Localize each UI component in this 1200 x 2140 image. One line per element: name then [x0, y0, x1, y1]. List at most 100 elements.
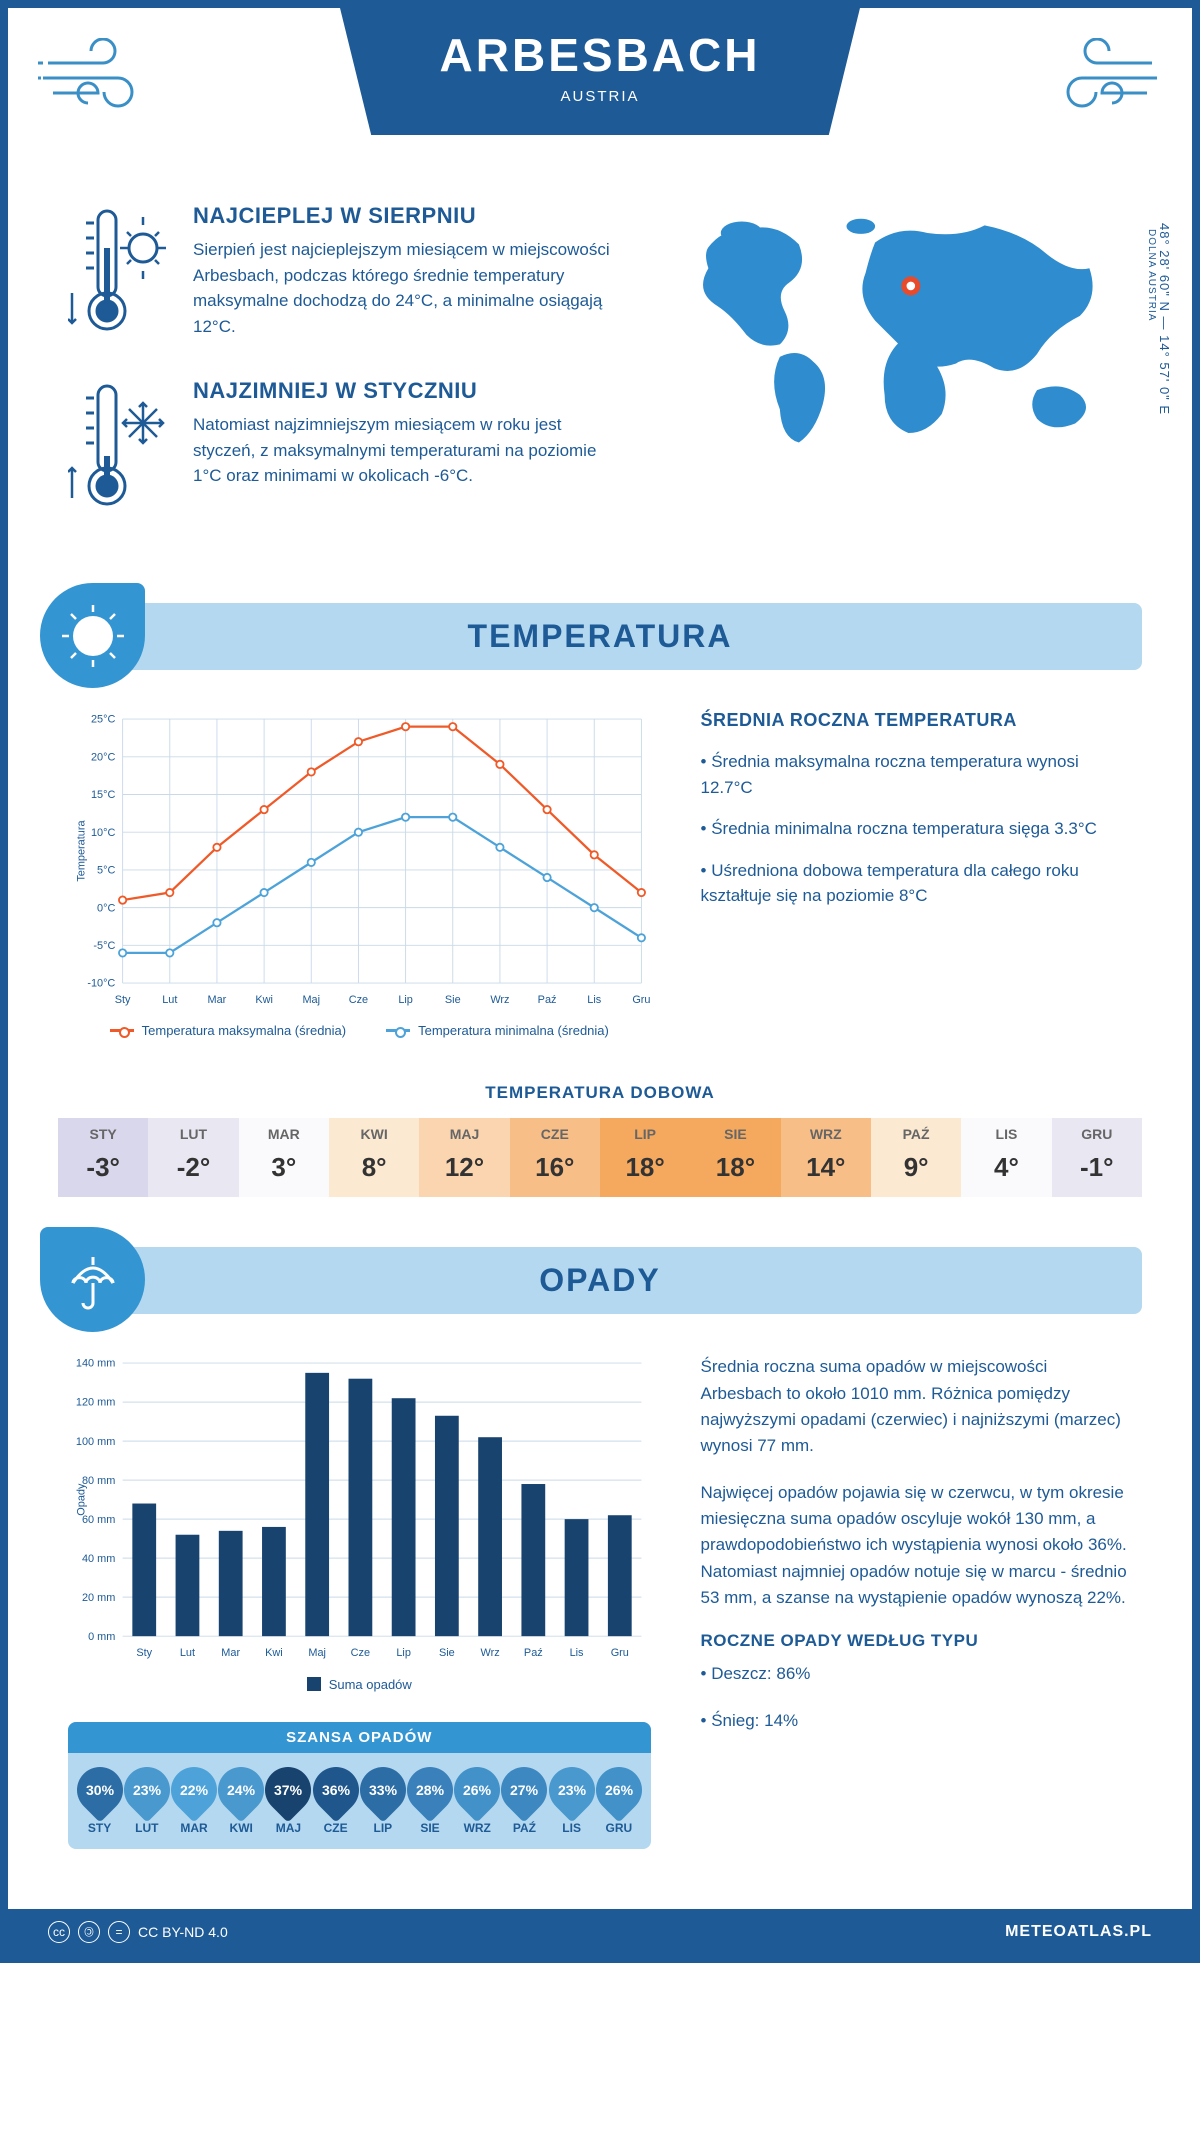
svg-text:Gru: Gru: [611, 1648, 629, 1660]
svg-text:Kwi: Kwi: [255, 994, 273, 1006]
chance-drop: 36%CZE: [312, 1767, 359, 1835]
svg-text:Lut: Lut: [180, 1648, 195, 1660]
daily-temp-cell: WRZ14°: [781, 1118, 871, 1197]
svg-text:20 mm: 20 mm: [82, 1592, 115, 1604]
by-icon: 🄯: [78, 1921, 100, 1943]
svg-text:Lis: Lis: [587, 994, 601, 1006]
precipitation-section-header: OPADY: [58, 1247, 1142, 1314]
chance-drop: 26%WRZ: [454, 1767, 501, 1835]
chance-drop: 28%SIE: [406, 1767, 453, 1835]
daily-temp-title: TEMPERATURA DOBOWA: [8, 1083, 1192, 1103]
world-map: [656, 203, 1132, 463]
svg-text:5°C: 5°C: [97, 865, 115, 877]
svg-text:Wrz: Wrz: [490, 994, 509, 1006]
svg-text:Lis: Lis: [570, 1648, 584, 1660]
sun-icon: [40, 583, 145, 688]
daily-temp-row: STY-3°LUT-2°MAR3°KWI8°MAJ12°CZE16°LIP18°…: [58, 1118, 1142, 1197]
svg-text:Gru: Gru: [632, 994, 650, 1006]
precipitation-bar-chart: 0 mm20 mm40 mm60 mm80 mm100 mm120 mm140 …: [68, 1354, 651, 1691]
svg-text:0 mm: 0 mm: [88, 1631, 115, 1643]
daily-temp-cell: MAJ12°: [419, 1118, 509, 1197]
umbrella-icon: [40, 1227, 145, 1332]
svg-text:15°C: 15°C: [91, 789, 115, 801]
wind-icon: [1042, 38, 1162, 118]
svg-text:140 mm: 140 mm: [76, 1358, 115, 1370]
svg-text:Lut: Lut: [162, 994, 177, 1006]
svg-text:Sty: Sty: [115, 994, 131, 1006]
city-name: ARBESBACH: [340, 28, 860, 82]
svg-text:Mar: Mar: [221, 1648, 240, 1660]
svg-text:Lip: Lip: [398, 994, 413, 1006]
chance-drop: 23%LUT: [123, 1767, 170, 1835]
daily-temp-cell: CZE16°: [510, 1118, 600, 1197]
daily-temp-cell: LIP18°: [600, 1118, 690, 1197]
daily-temp-cell: KWI8°: [329, 1118, 419, 1197]
daily-temp-cell: SIE18°: [690, 1118, 780, 1197]
temperature-line-chart: -10°C-5°C0°C5°C10°C15°C20°C25°CStyLutMar…: [68, 710, 651, 1038]
svg-text:100 mm: 100 mm: [76, 1436, 115, 1448]
thermometer-hot-icon: [68, 203, 168, 343]
chance-drop: 26%GRU: [595, 1767, 642, 1835]
coordinates: 48° 28' 60" N — 14° 57' 0" E DOLNA AUSTR…: [1146, 223, 1172, 415]
svg-text:Sty: Sty: [136, 1648, 152, 1660]
coldest-text: Natomiast najzimniejszym miesiącem w rok…: [193, 412, 616, 489]
svg-text:Maj: Maj: [302, 994, 320, 1006]
cc-icon: cc: [48, 1921, 70, 1943]
daily-temp-cell: STY-3°: [58, 1118, 148, 1197]
svg-text:Cze: Cze: [351, 1648, 370, 1660]
daily-temp-cell: LIS4°: [961, 1118, 1051, 1197]
annual-temp-title: ŚREDNIA ROCZNA TEMPERATURA: [701, 710, 1132, 731]
wind-icon: [38, 38, 158, 118]
brand-name: METEOATLAS.PL: [1005, 1923, 1152, 1941]
coldest-fact: NAJZIMNIEJ W STYCZNIU Natomiast najzimni…: [68, 378, 616, 518]
chance-drop: 37%MAJ: [265, 1767, 312, 1835]
svg-text:120 mm: 120 mm: [76, 1397, 115, 1409]
svg-text:Maj: Maj: [308, 1648, 326, 1660]
thermometer-cold-icon: [68, 378, 168, 518]
title-banner: ARBESBACH AUSTRIA: [340, 8, 860, 135]
nd-icon: =: [108, 1921, 130, 1943]
license: cc 🄯 = CC BY-ND 4.0: [48, 1921, 228, 1943]
daily-temp-cell: PAŹ9°: [871, 1118, 961, 1197]
chance-drop: 22%MAR: [170, 1767, 217, 1835]
precipitation-summary: Średnia roczna suma opadów w miejscowośc…: [701, 1354, 1132, 1848]
svg-text:Kwi: Kwi: [265, 1648, 283, 1660]
location-marker: [901, 276, 920, 295]
page-footer: cc 🄯 = CC BY-ND 4.0 METEOATLAS.PL: [8, 1909, 1192, 1955]
temperature-title: TEMPERATURA: [58, 618, 1142, 655]
chance-drop: 27%PAŹ: [501, 1767, 548, 1835]
hottest-fact: NAJCIEPLEJ W SIERPNIU Sierpień jest najc…: [68, 203, 616, 343]
page-header: ARBESBACH AUSTRIA: [8, 8, 1192, 173]
svg-text:-10°C: -10°C: [87, 978, 115, 990]
hottest-title: NAJCIEPLEJ W SIERPNIU: [193, 203, 616, 229]
daily-temp-cell: MAR3°: [239, 1118, 329, 1197]
svg-text:Sie: Sie: [439, 1648, 455, 1660]
svg-text:Temperatura: Temperatura: [75, 820, 87, 882]
svg-text:40 mm: 40 mm: [82, 1553, 115, 1565]
hottest-text: Sierpień jest najcieplejszym miesiącem w…: [193, 237, 616, 339]
daily-temp-cell: LUT-2°: [148, 1118, 238, 1197]
svg-text:Sie: Sie: [445, 994, 461, 1006]
svg-text:20°C: 20°C: [91, 751, 115, 763]
intro-section: NAJCIEPLEJ W SIERPNIU Sierpień jest najc…: [8, 173, 1192, 583]
precip-legend: Suma opadów: [68, 1677, 651, 1692]
svg-text:Paź: Paź: [524, 1648, 543, 1660]
temperature-section-header: TEMPERATURA: [58, 603, 1142, 670]
precipitation-chance-box: SZANSA OPADÓW 30%STY23%LUT22%MAR24%KWI37…: [68, 1722, 651, 1849]
temperature-summary: ŚREDNIA ROCZNA TEMPERATURA • Średnia mak…: [701, 710, 1132, 1038]
chance-title: SZANSA OPADÓW: [68, 1722, 651, 1753]
svg-text:0°C: 0°C: [97, 902, 115, 914]
chance-drop: 24%KWI: [218, 1767, 265, 1835]
chance-drop: 23%LIS: [548, 1767, 595, 1835]
coldest-title: NAJZIMNIEJ W STYCZNIU: [193, 378, 616, 404]
svg-text:Paź: Paź: [538, 994, 557, 1006]
svg-text:Lip: Lip: [396, 1648, 411, 1660]
daily-temp-cell: GRU-1°: [1052, 1118, 1142, 1197]
svg-text:10°C: 10°C: [91, 827, 115, 839]
temperature-legend: Temperatura maksymalna (średnia) Tempera…: [68, 1023, 651, 1038]
precip-type-title: ROCZNE OPADY WEDŁUG TYPU: [701, 1631, 1132, 1651]
svg-text:Wrz: Wrz: [480, 1648, 499, 1660]
precipitation-title: OPADY: [58, 1262, 1142, 1299]
chance-drop: 30%STY: [76, 1767, 123, 1835]
svg-text:Cze: Cze: [349, 994, 368, 1006]
